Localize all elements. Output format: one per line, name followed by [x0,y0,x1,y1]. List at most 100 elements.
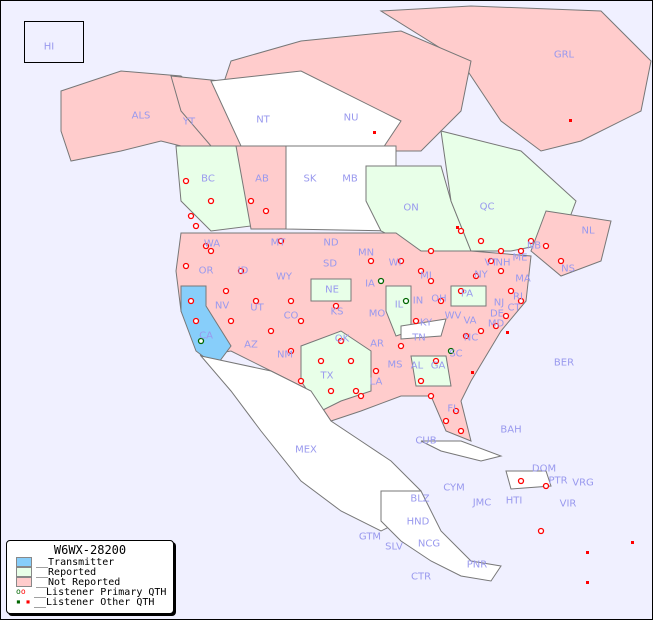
cuba [420,440,503,462]
listener-other-marker [569,119,572,122]
region-label-on: ON [403,202,419,214]
region-label-bc: BC [201,173,215,185]
region-label-ptr: PTR [548,475,568,487]
region-label-ia: IA [365,278,375,290]
hawaii-inset [24,21,84,63]
hispaniola [505,470,552,490]
listener-primary-marker [297,317,305,325]
square-marker-icon: ▪ ▪ [16,597,31,606]
region-label-nj: NJ [493,297,505,309]
listener-primary-marker [332,302,340,310]
legend-title: W6WX-28200 [53,543,127,557]
region-label-ctr: CTR [410,571,432,583]
listener-primary-marker [517,247,525,255]
region-label-bah: BAH [500,424,522,436]
listener-primary-marker [432,357,440,365]
listener-primary-marker [192,317,200,325]
listener-primary-marker [337,337,345,345]
region-label-la: LA [369,376,383,388]
listener-primary-marker [427,392,435,400]
region-label-mn: MN [357,247,375,259]
region-label-fl: FL [447,403,459,415]
listener-primary-marker [267,327,275,335]
listener-primary-marker [252,297,260,305]
listener-primary-marker [197,337,205,345]
region-label-ky: KY [419,317,433,329]
central-america [380,490,502,582]
region-label-ma: MA [515,273,531,285]
listener-primary-marker [492,322,500,330]
region-label-ca: CA [199,330,213,342]
listener-primary-marker [357,392,365,400]
region-label-sd: SD [322,258,338,270]
listener-primary-marker [182,177,190,185]
legend-transmitter: __Transmitter [16,557,173,568]
listener-primary-marker [327,387,335,395]
listener-other-marker [586,581,589,584]
listener-primary-marker [277,237,285,245]
listener-primary-marker [452,407,460,415]
region-label-vrg: VRG [572,477,594,489]
listener-primary-marker [457,227,465,235]
region-label-nl: NL [581,225,595,237]
listener-primary-marker [427,277,435,285]
listener-primary-marker [207,197,215,205]
california [180,285,232,367]
listener-primary-marker [537,527,545,535]
region-label-tn: TN [412,332,426,344]
listener-primary-marker [222,287,230,295]
region-label-ok: OK [334,333,350,345]
region-label-oh: OH [431,293,447,305]
listener-primary-marker [527,237,535,245]
listener-primary-marker [207,247,215,255]
region-label-ct: CT [507,302,521,314]
nebraska-green [310,278,352,302]
listener-other-marker [586,551,589,554]
listener-primary-marker [372,367,380,375]
listener-primary-marker [502,312,510,320]
listener-primary-marker [497,247,505,255]
region-label-mt: MT [270,237,286,249]
region-label-sc: SC [449,348,463,360]
region-label-co: CO [283,310,299,322]
legend-other-qth: ▪ ▪ __Listener Other QTH [16,596,155,608]
region-label-ri: RI [513,291,523,303]
region-label-hnd: HND [406,516,430,528]
region-label-va: VA [463,315,477,327]
region-label-in: IN [412,295,424,307]
region-label-cub: CUB [415,435,437,447]
listener-primary-marker [472,272,480,280]
region-label-ny: NY [474,269,488,281]
listener-primary-marker [487,257,495,265]
region-label-nb: NB [526,240,542,252]
region-label-sk: SK [303,173,317,185]
region-label-ncg: NCG [417,538,441,550]
region-label-nd: ND [323,237,339,249]
listener-primary-marker [227,317,235,325]
region-label-nm: NM [276,349,294,361]
region-label-or: OR [198,265,214,277]
listener-primary-marker [367,257,375,265]
listener-other-marker [631,541,634,544]
listener-primary-marker [317,357,325,365]
region-label-me: ME [512,252,528,264]
listener-primary-marker [297,377,305,385]
region-label-il: IL [394,299,404,311]
listener-other-marker [506,331,509,334]
region-label-ms: MS [387,359,403,371]
region-label-jmc: JMC [472,497,492,509]
listener-primary-marker [402,297,410,305]
listener-other-marker [456,226,459,229]
region-label-dom: DOM [531,463,557,475]
listener-primary-marker [427,247,435,255]
region-label-gtm: GTM [358,531,382,543]
region-label-mo: MO [368,308,386,320]
region-label-pa: PA [460,288,474,300]
region-label-ns: NS [561,263,575,275]
legend: W6WX-28200 __Transmitter __Reported __No… [6,540,174,614]
listener-primary-marker [457,287,465,295]
region-label-als: ALS [131,110,151,122]
listener-primary-marker [352,387,360,395]
circle-marker-icon: oo [16,587,26,596]
